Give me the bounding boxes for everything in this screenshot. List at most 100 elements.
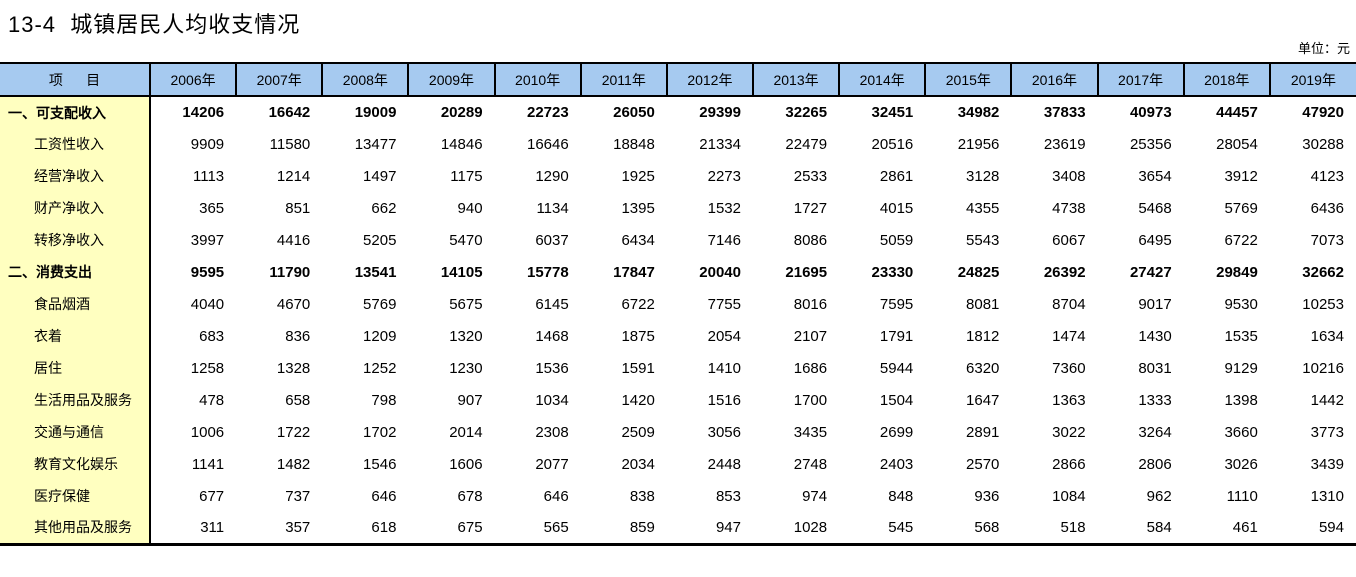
data-cell: 17847 bbox=[580, 256, 667, 288]
data-cell: 13541 bbox=[322, 256, 409, 288]
unit-label: 单位：元 bbox=[1297, 41, 1350, 56]
table-header-row: 项 目 2006年 2007年 2008年 2009年 2010年 2011年 2012年 2… bbox=[0, 62, 1356, 97]
page-title: 13-4 城镇居民人均收支情况 bbox=[8, 12, 301, 37]
data-cell: 29399 bbox=[666, 96, 753, 128]
data-cell: 2570 bbox=[925, 448, 1012, 480]
data-cell: 2034 bbox=[580, 448, 667, 480]
data-cell: 365 bbox=[150, 192, 237, 224]
data-cell: 10253 bbox=[1269, 288, 1356, 320]
data-cell: 2509 bbox=[580, 416, 667, 448]
data-cell: 936 bbox=[925, 480, 1012, 512]
data-cell: 683 bbox=[150, 320, 237, 352]
data-cell: 1034 bbox=[494, 384, 581, 416]
data-cell: 311 bbox=[150, 512, 237, 546]
data-cell: 20516 bbox=[839, 128, 926, 160]
data-cell: 565 bbox=[494, 512, 581, 546]
row-label: 经营净收入 bbox=[0, 160, 151, 192]
data-cell: 7595 bbox=[839, 288, 926, 320]
data-cell: 7360 bbox=[1011, 352, 1098, 384]
data-cell: 1925 bbox=[580, 160, 667, 192]
data-cell: 1113 bbox=[150, 160, 237, 192]
data-cell: 675 bbox=[408, 512, 495, 546]
data-cell: 5470 bbox=[408, 224, 495, 256]
data-cell: 859 bbox=[580, 512, 667, 546]
data-cell: 1686 bbox=[752, 352, 840, 384]
data-cell: 1110 bbox=[1183, 480, 1270, 512]
data-cell: 15778 bbox=[494, 256, 581, 288]
data-cell: 1546 bbox=[322, 448, 409, 480]
data-cell: 32662 bbox=[1269, 256, 1356, 288]
data-cell: 2273 bbox=[666, 160, 753, 192]
data-cell: 6145 bbox=[494, 288, 581, 320]
data-cell: 32451 bbox=[839, 96, 926, 128]
row-label: 衣着 bbox=[0, 320, 151, 352]
data-cell: 4015 bbox=[839, 192, 926, 224]
data-cell: 658 bbox=[236, 384, 323, 416]
data-cell: 16642 bbox=[236, 96, 323, 128]
data-cell: 34982 bbox=[925, 96, 1012, 128]
data-cell: 6037 bbox=[494, 224, 581, 256]
data-cell: 662 bbox=[322, 192, 409, 224]
data-cell: 9595 bbox=[150, 256, 237, 288]
year-header-cell: 2006年 bbox=[148, 62, 237, 97]
data-cell: 1875 bbox=[580, 320, 667, 352]
data-cell: 3654 bbox=[1097, 160, 1184, 192]
data-cell: 2107 bbox=[752, 320, 840, 352]
data-cell: 29849 bbox=[1183, 256, 1270, 288]
data-cell: 974 bbox=[752, 480, 840, 512]
data-cell: 1516 bbox=[666, 384, 753, 416]
row-label: 转移净收入 bbox=[0, 224, 151, 256]
data-cell: 3022 bbox=[1011, 416, 1098, 448]
data-cell: 2014 bbox=[408, 416, 495, 448]
data-cell: 6320 bbox=[925, 352, 1012, 384]
data-cell: 5468 bbox=[1097, 192, 1184, 224]
row-label: 生活用品及服务 bbox=[0, 384, 151, 416]
data-cell: 3026 bbox=[1183, 448, 1270, 480]
table-row: 衣着 683 836 1209 1320 1468 1875 2054 2107 1791 1812… bbox=[0, 320, 1356, 352]
data-cell: 14846 bbox=[408, 128, 495, 160]
data-cell: 2533 bbox=[752, 160, 840, 192]
data-cell: 20289 bbox=[408, 96, 495, 128]
data-cell: 1084 bbox=[1011, 480, 1098, 512]
data-cell: 1474 bbox=[1011, 320, 1098, 352]
data-cell: 1468 bbox=[494, 320, 581, 352]
data-cell: 5944 bbox=[839, 352, 926, 384]
data-cell: 1504 bbox=[839, 384, 926, 416]
data-cell: 3912 bbox=[1183, 160, 1270, 192]
data-cell: 478 bbox=[150, 384, 237, 416]
income-expenditure-table: 项 目 2006年 2007年 2008年 2009年 2010年 2011年 2012年 2… bbox=[0, 62, 1356, 546]
data-cell: 28054 bbox=[1183, 128, 1270, 160]
data-cell: 21695 bbox=[752, 256, 840, 288]
row-label: 二、消费支出 bbox=[0, 256, 151, 288]
data-cell: 584 bbox=[1097, 512, 1184, 546]
data-cell: 8704 bbox=[1011, 288, 1098, 320]
data-cell: 21334 bbox=[666, 128, 753, 160]
data-cell: 8086 bbox=[752, 224, 840, 256]
data-cell: 7755 bbox=[666, 288, 753, 320]
row-label: 一、可支配收入 bbox=[0, 96, 151, 128]
data-cell: 646 bbox=[494, 480, 581, 512]
data-cell: 14206 bbox=[150, 96, 237, 128]
year-header-cell: 2018年 bbox=[1182, 62, 1270, 97]
data-cell: 6495 bbox=[1097, 224, 1184, 256]
data-cell: 6722 bbox=[1183, 224, 1270, 256]
data-cell: 1028 bbox=[752, 512, 840, 546]
data-cell: 1606 bbox=[408, 448, 495, 480]
data-cell: 2699 bbox=[839, 416, 926, 448]
data-cell: 1591 bbox=[580, 352, 667, 384]
data-cell: 10216 bbox=[1269, 352, 1356, 384]
data-cell: 1006 bbox=[150, 416, 237, 448]
data-cell: 4670 bbox=[236, 288, 323, 320]
data-cell: 20040 bbox=[666, 256, 753, 288]
data-cell: 11580 bbox=[236, 128, 323, 160]
data-cell: 836 bbox=[236, 320, 323, 352]
data-cell: 1258 bbox=[150, 352, 237, 384]
data-cell: 2806 bbox=[1097, 448, 1184, 480]
year-header-cell: 2012年 bbox=[665, 62, 753, 97]
data-cell: 677 bbox=[150, 480, 237, 512]
table-header: 项 目 2006年 2007年 2008年 2009年 2010年 2011年 2012年 2… bbox=[0, 62, 1356, 97]
data-cell: 594 bbox=[1269, 512, 1356, 546]
year-header-cell: 2009年 bbox=[407, 62, 495, 97]
data-cell: 2054 bbox=[666, 320, 753, 352]
data-cell: 5543 bbox=[925, 224, 1012, 256]
